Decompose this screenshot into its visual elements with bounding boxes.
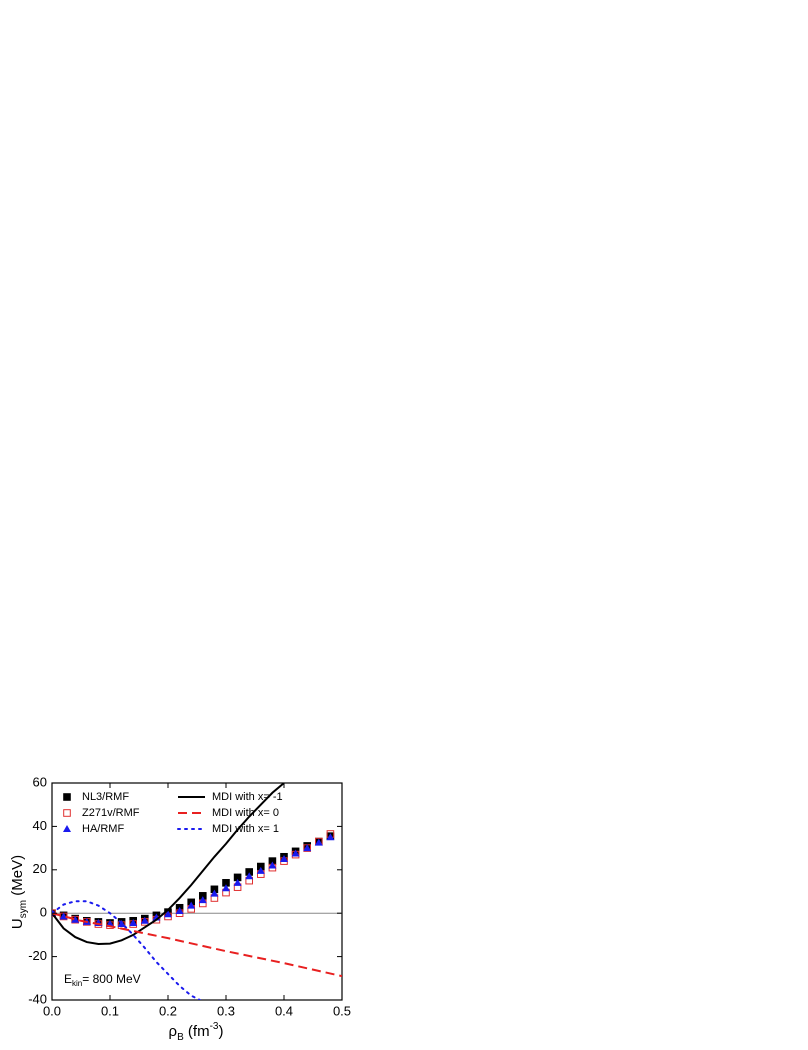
legend-label: MDI with x= 1 xyxy=(212,823,279,835)
x-tick-label: 0.2 xyxy=(159,1003,177,1018)
x-label-close: ) xyxy=(218,1023,223,1040)
line xyxy=(52,900,201,1000)
legend-label: Z271v/RMF xyxy=(82,807,140,819)
annotation-symbol: E xyxy=(64,972,72,986)
x-tick-label: 0.0 xyxy=(43,1003,61,1018)
marker xyxy=(198,896,207,904)
marker xyxy=(187,901,196,909)
legend: NL3/RMF Z271v/RMF HA/RMF MDI with x= -1 MDI … xyxy=(63,791,283,835)
y-tick-label: 60 xyxy=(33,774,47,789)
marker xyxy=(233,878,242,886)
x-tick-label: 0.3 xyxy=(217,1003,235,1018)
marker xyxy=(164,910,172,918)
legend-label: NL3/RMF xyxy=(82,791,129,803)
marker xyxy=(140,916,149,924)
legend-label: MDI with x= -1 xyxy=(212,791,283,803)
marker xyxy=(291,849,300,857)
y-label-sub: sym xyxy=(18,900,29,918)
x-tick-label: 0.5 xyxy=(333,1003,351,1018)
y-tick-label: 40 xyxy=(33,818,47,833)
legend-label: HA/RMF xyxy=(82,823,124,835)
x-label-symbol: ρ xyxy=(169,1023,178,1040)
legend-marker xyxy=(63,793,71,801)
annotation-text: = 800 MeV xyxy=(82,972,140,986)
y-tick-label: 20 xyxy=(33,861,47,876)
annotation: Ekin= 800 MeV xyxy=(64,972,141,988)
marker xyxy=(314,838,323,846)
marker xyxy=(245,872,254,880)
x-label-unit: (fm xyxy=(188,1023,210,1040)
x-tick-label: 0.1 xyxy=(101,1003,119,1018)
x-axis-label: ρB (fm-3) xyxy=(169,1021,224,1043)
line xyxy=(52,783,285,946)
marker xyxy=(175,907,184,915)
marker xyxy=(222,884,230,892)
marker xyxy=(268,861,277,869)
legend-marker xyxy=(63,825,71,832)
y-tick-label: -40 xyxy=(28,991,47,1006)
annotation-sub: kin xyxy=(72,979,82,988)
y-axis-label: Usym (MeV) xyxy=(9,855,29,929)
marker xyxy=(326,833,335,841)
marker xyxy=(117,920,126,928)
legend-label: MDI with x= 0 xyxy=(212,807,279,819)
plot-area xyxy=(52,783,342,1000)
y-tick-label: 0 xyxy=(40,905,47,920)
x-label-sub: B xyxy=(177,1032,184,1043)
x-label-sup: -3 xyxy=(210,1021,219,1032)
line xyxy=(52,912,342,978)
y-label-symbol: U xyxy=(9,918,26,929)
marker xyxy=(71,915,80,923)
axes: 0.0 0.1 0.2 0.3 0.4 0.5 -40 -20 0 20 40 60 xyxy=(28,774,351,1018)
x-tick-label: 0.4 xyxy=(275,1003,293,1018)
legend-marker xyxy=(63,809,71,817)
marker xyxy=(210,889,219,897)
y-tick-label: -20 xyxy=(28,948,47,963)
marker xyxy=(129,918,138,926)
plot-frame xyxy=(51,782,343,1001)
marker xyxy=(303,844,312,852)
marker xyxy=(280,854,288,862)
marker xyxy=(256,866,265,874)
y-label-unit: (MeV) xyxy=(9,855,26,896)
